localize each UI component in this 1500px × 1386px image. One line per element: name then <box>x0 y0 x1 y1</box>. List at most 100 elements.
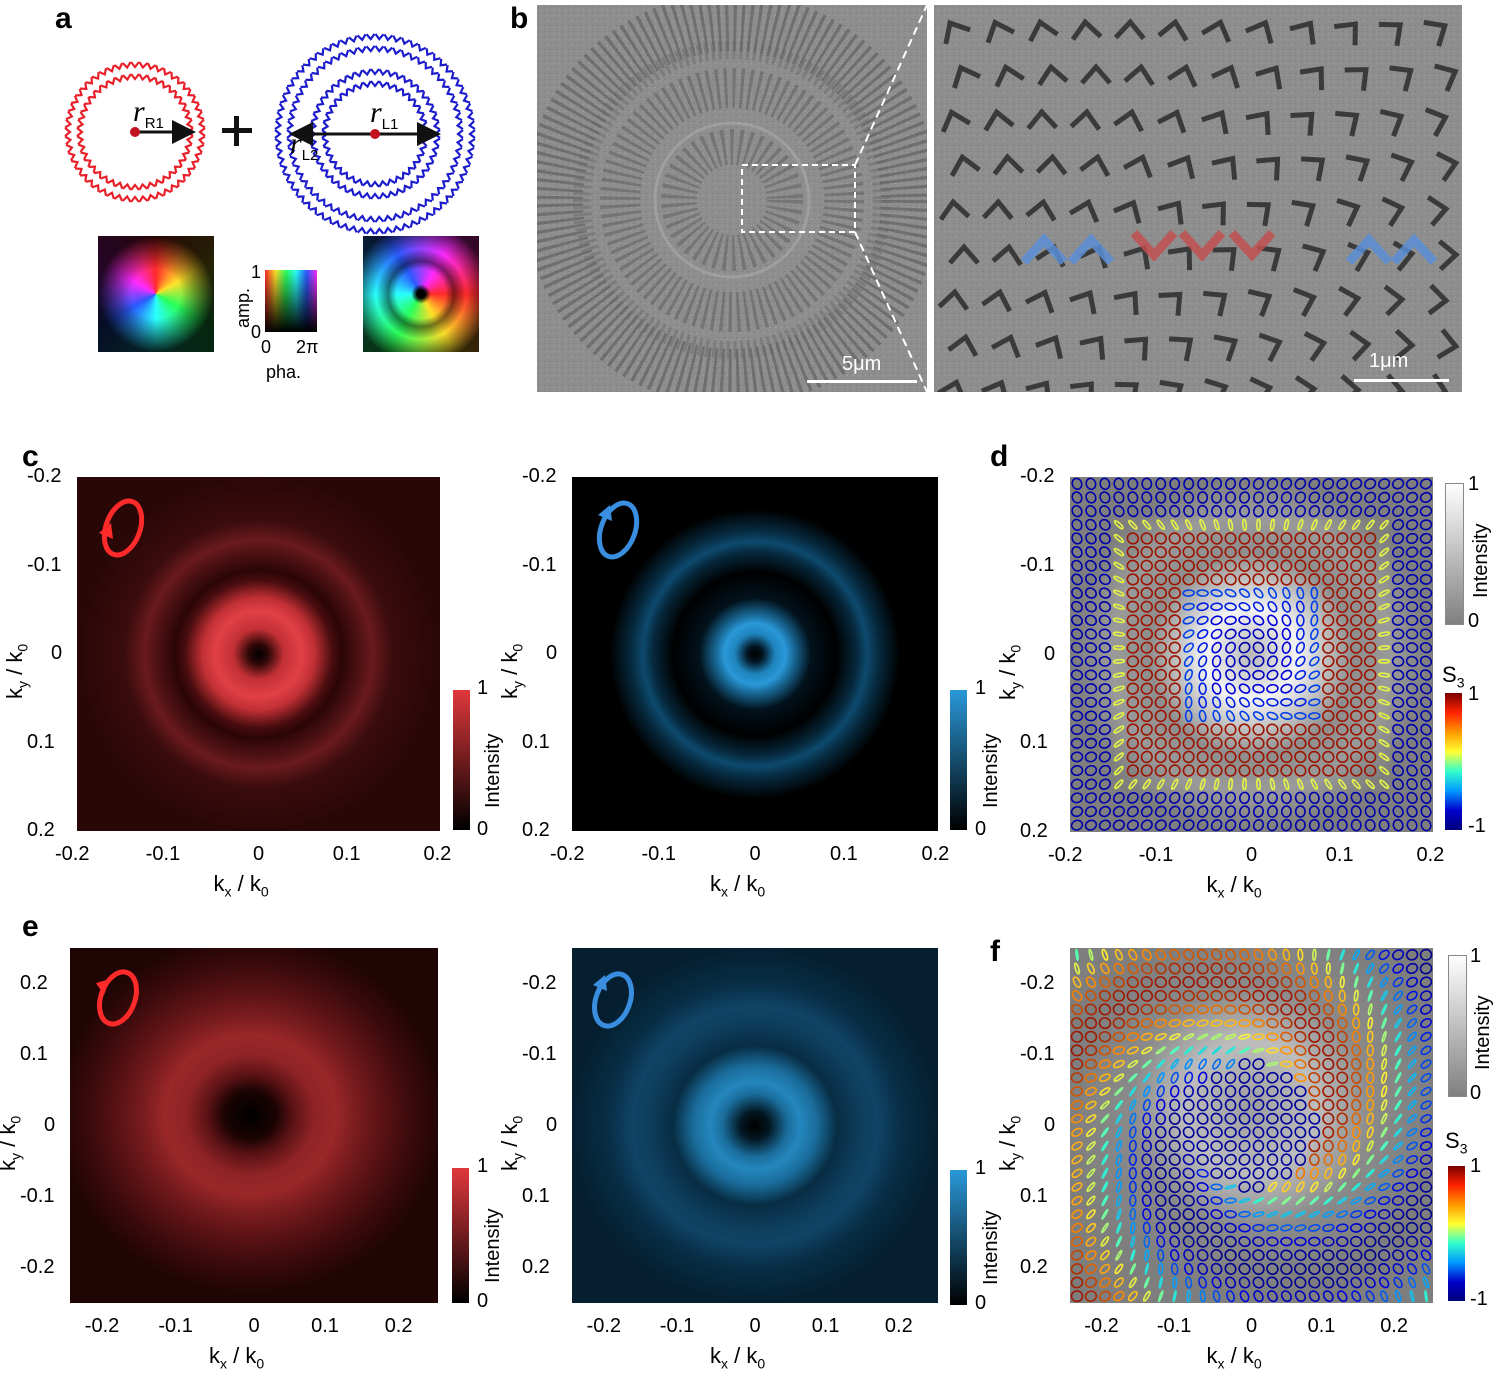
polarization-ellipse <box>1154 587 1168 600</box>
polarization-ellipse <box>1392 805 1404 818</box>
polarization-ellipse <box>1322 1223 1335 1233</box>
polarization-ellipse <box>1098 989 1111 1002</box>
polarization-ellipse <box>1101 1154 1109 1166</box>
sem-chevron <box>1257 245 1282 272</box>
polarization-ellipse <box>1098 751 1112 763</box>
polarization-ellipse <box>1168 1004 1182 1015</box>
polarization-ellipse <box>1394 1017 1403 1029</box>
sem-chevron <box>1167 245 1193 271</box>
polarization-ellipse <box>1238 559 1251 572</box>
polarization-ellipse <box>1378 712 1391 720</box>
e-left-cbar-min: 0 <box>477 1290 489 1312</box>
polarization-ellipse <box>1336 1057 1349 1071</box>
sem-chevron <box>1244 19 1274 44</box>
polarization-ellipse <box>1252 504 1264 518</box>
polarization-ellipse <box>1252 1180 1265 1193</box>
polarization-ellipse <box>1335 709 1349 722</box>
polarization-ellipse <box>1071 559 1083 572</box>
polarization-ellipse <box>1156 1059 1166 1069</box>
chevron-antenna <box>98 187 108 197</box>
chevron-antenna <box>196 110 205 121</box>
polarization-ellipse <box>1252 477 1265 490</box>
chevron-antenna <box>79 173 88 182</box>
polarization-ellipse <box>1378 1263 1391 1275</box>
polarization-ellipse <box>1405 628 1419 640</box>
polarization-ellipse <box>1405 560 1419 572</box>
sem-chevron <box>1112 199 1142 224</box>
polarization-ellipse <box>1391 587 1405 599</box>
polarization-ellipse <box>1182 1181 1195 1193</box>
chevron-antenna <box>340 171 349 180</box>
polarization-ellipse <box>1182 1126 1195 1139</box>
polarization-ellipse <box>1155 1208 1167 1221</box>
polarization-ellipse <box>1294 1017 1307 1030</box>
polarization-ellipse <box>1349 737 1363 750</box>
polarization-ellipse <box>1070 655 1084 667</box>
polarization-ellipse <box>1350 559 1363 572</box>
polarization-ellipse <box>1196 1019 1209 1027</box>
polarization-ellipse <box>1141 1139 1152 1153</box>
polarization-ellipse <box>1168 709 1181 723</box>
polarization-ellipse <box>1098 587 1112 599</box>
c-left-cbar-max: 1 <box>477 677 489 699</box>
polarization-ellipse <box>1269 518 1276 532</box>
polarization-ellipse <box>1098 792 1111 804</box>
polarization-ellipse <box>1322 791 1334 805</box>
polarization-ellipse <box>1168 641 1181 654</box>
polarization-ellipse <box>1168 1153 1181 1166</box>
chevron-antenna <box>362 80 372 89</box>
polarization-ellipse <box>1391 614 1405 626</box>
polarization-ellipse <box>1238 989 1251 1002</box>
polarization-ellipse <box>1084 573 1097 586</box>
polarization-ellipse <box>1378 739 1390 748</box>
polarization-ellipse <box>1377 645 1391 651</box>
chevron-antenna <box>162 67 172 77</box>
chevron-antenna <box>187 167 195 176</box>
polarization-ellipse <box>1380 1098 1388 1112</box>
polarization-ellipse <box>1224 1184 1237 1190</box>
e-rcp-circle-icon <box>96 969 139 1027</box>
polarization-ellipse <box>1196 545 1209 559</box>
polarization-ellipse <box>1392 1249 1405 1262</box>
polarization-ellipse <box>1294 1139 1307 1153</box>
polarization-ellipse <box>1336 1276 1349 1289</box>
polarization-ellipse <box>1126 989 1140 1002</box>
polarization-ellipse <box>1308 491 1321 504</box>
polarization-ellipse <box>1238 764 1251 777</box>
polarization-ellipse <box>1098 1031 1112 1043</box>
polarization-ellipse <box>1168 655 1181 668</box>
polarization-ellipse <box>1182 559 1195 572</box>
polarization-ellipse <box>1350 818 1362 832</box>
chevron-antenna <box>378 191 389 200</box>
chevron-antenna <box>292 95 301 105</box>
chevron-antenna <box>365 227 376 235</box>
polarization-ellipse <box>1252 1098 1265 1112</box>
polarization-ellipse <box>1308 698 1321 707</box>
polarization-ellipse <box>1071 1127 1083 1137</box>
polarization-ellipse <box>1350 545 1363 559</box>
polarization-ellipse <box>1196 976 1209 989</box>
f-xtick: 0 <box>1246 1315 1258 1337</box>
polarization-ellipse <box>1378 575 1390 584</box>
polarization-ellipse <box>1266 1236 1279 1247</box>
polarization-ellipse <box>1113 725 1125 734</box>
polarization-ellipse <box>1405 601 1419 613</box>
polarization-ellipse <box>1322 477 1335 490</box>
chevron-antenna <box>130 183 140 191</box>
polarization-ellipse <box>1168 627 1181 641</box>
polarization-ellipse <box>1085 990 1097 1002</box>
polarization-ellipse <box>1378 791 1390 804</box>
chevron-antenna <box>194 102 203 112</box>
polarization-ellipse <box>1141 1194 1152 1207</box>
polarization-ellipse <box>1364 532 1377 545</box>
polarization-ellipse <box>1128 1166 1138 1180</box>
polarization-ellipse <box>1280 1210 1293 1218</box>
polarization-ellipse <box>1308 1276 1321 1289</box>
polarization-ellipse <box>1098 1045 1112 1056</box>
polarization-ellipse <box>1071 1182 1083 1192</box>
polarization-ellipse <box>1336 818 1348 832</box>
polarization-ellipse <box>1266 1032 1279 1041</box>
polarization-ellipse <box>1380 1085 1388 1098</box>
polarization-ellipse <box>1322 586 1335 600</box>
polarization-ellipse <box>1238 819 1251 832</box>
